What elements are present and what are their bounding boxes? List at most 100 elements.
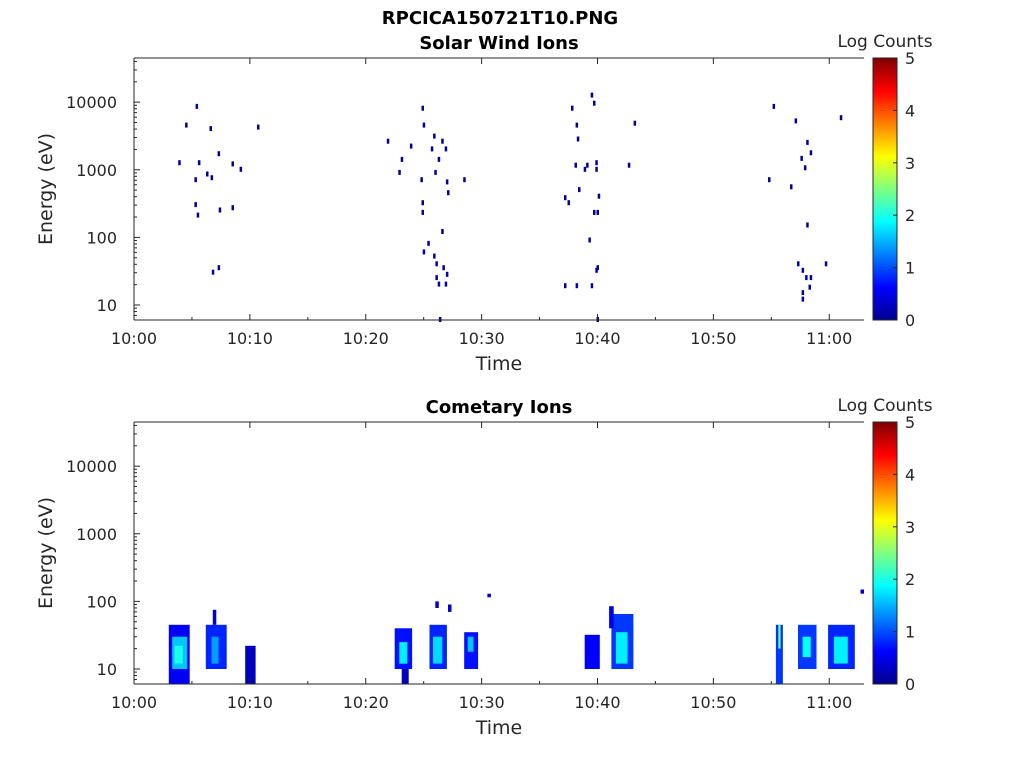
spectrogram-cell [421, 105, 424, 111]
x-tick-label: 10:00 [111, 329, 157, 348]
panel-title: Cometary Ions [426, 397, 573, 418]
x-tick-label: 11:00 [806, 693, 852, 712]
spectrogram-cell [401, 669, 409, 684]
figure-title: RPCICA150721T10.PNG [382, 8, 618, 29]
spectrogram-cell [627, 162, 631, 168]
spectrogram-cell [217, 265, 221, 271]
spectrogram-cell [801, 290, 805, 296]
spectrogram-cell [178, 160, 181, 166]
y-tick-label: 10000 [66, 457, 117, 476]
spectrogram-cell [196, 212, 200, 218]
colorbar-tick-label: 2 [905, 206, 915, 225]
y-tick-label: 100 [86, 228, 117, 247]
spectrogram-cell [778, 624, 781, 649]
spectrogram-cell [245, 645, 256, 684]
spectrogram-cell [794, 118, 798, 124]
spectrogram-cell [206, 171, 209, 177]
colorbar-tick-label: 3 [905, 518, 915, 537]
spectrogram-cell [399, 642, 408, 664]
x-tick-label: 10:50 [690, 693, 736, 712]
colorbar-tick-label: 5 [905, 49, 915, 68]
spectrogram-cell [445, 271, 449, 277]
spectrogram-cell [487, 593, 491, 598]
x-tick-label: 10:50 [690, 329, 736, 348]
spectrogram-cell [597, 193, 601, 199]
spectrogram-cell [809, 150, 813, 156]
spectrogram-cell [421, 200, 424, 206]
spectrogram-cell [257, 124, 260, 130]
spectrogram-cell [433, 253, 436, 259]
spectrogram-cell [833, 636, 848, 664]
spectrogram-cell [571, 105, 574, 111]
panel-title: Solar Wind Ions [419, 33, 578, 54]
spectrogram-cell [586, 162, 589, 168]
spectrogram-cell [800, 155, 803, 161]
spectrogram-cell [212, 609, 217, 625]
spectrogram-cell [444, 146, 448, 152]
x-tick-label: 10:20 [343, 329, 389, 348]
spectrogram-cell [433, 636, 443, 664]
y-tick-label: 100 [86, 592, 117, 611]
spectrogram-cell [590, 283, 594, 289]
spectrogram-cell [809, 275, 813, 281]
x-tick-label: 10:00 [111, 693, 157, 712]
spectrogram-cell [400, 156, 404, 162]
spectrogram-cell [609, 606, 614, 629]
colorbar [872, 57, 898, 321]
colorbar-tick-label: 1 [905, 623, 915, 642]
spectrogram-cell [801, 296, 805, 302]
spectrogram-cell [441, 138, 444, 144]
x-tick-label: 10:20 [343, 693, 389, 712]
spectrogram-cell [437, 281, 441, 287]
spectrogram-cell [211, 636, 219, 664]
spectrogram-cell [593, 100, 596, 106]
x-tick-label: 10:10 [227, 693, 273, 712]
spectrogram-cell [633, 120, 637, 126]
y-tick-label: 10 [97, 660, 117, 679]
spectrogram-cell [839, 115, 843, 121]
spectrogram-cell [435, 601, 439, 608]
spectrogram-cell [427, 240, 430, 246]
spectrogram-cell [422, 122, 426, 128]
spectrogram-cell [801, 267, 805, 273]
colorbar-label: Log Counts [837, 32, 932, 52]
x-tick-label: 10:30 [459, 329, 505, 348]
x-tick-label: 10:10 [227, 329, 273, 348]
spectrogram-cell [463, 177, 466, 183]
spectrogram-cell [790, 184, 793, 190]
spectrogram-cell [583, 166, 587, 172]
spectrogram-cell [584, 634, 600, 669]
x-tick-label: 11:00 [806, 329, 852, 348]
spectrogram-cell [420, 177, 423, 183]
spectrogram-cell [574, 162, 577, 168]
spectrogram-cell [444, 281, 448, 287]
spectrogram-cell [448, 604, 452, 612]
spectrogram-cell [430, 146, 434, 152]
spectrogram-cell [409, 143, 413, 149]
spectrogram-cell [433, 133, 436, 139]
spectrogram-cell [209, 126, 212, 132]
spectrogram-cell [195, 103, 199, 109]
x-axis-label: Time [475, 353, 523, 375]
x-tick-label: 10:30 [459, 693, 505, 712]
spectrogram-cell [422, 249, 426, 255]
spectrogram-cell [803, 165, 807, 171]
spectrogram-cell [197, 160, 201, 166]
spectrogram-cell [590, 92, 594, 98]
spectrogram-cell [174, 645, 183, 664]
spectrogram-cell [386, 138, 390, 144]
spectrogram-cell [445, 179, 449, 185]
spectrogram-cell [211, 269, 215, 275]
spectrogram-cell [442, 265, 445, 271]
spectrogram-cell [802, 636, 811, 658]
spectrogram-cell [806, 139, 809, 145]
spectrogram-cell [593, 209, 596, 215]
spectrogram-cell [772, 103, 776, 109]
colorbar-tick-label: 1 [905, 259, 915, 278]
spectrogram-cell [860, 589, 864, 594]
x-tick-label: 10:40 [574, 329, 620, 348]
spectrogram-cell [435, 261, 438, 267]
y-tick-label: 10 [97, 296, 117, 315]
colorbar-tick-label: 3 [905, 154, 915, 173]
